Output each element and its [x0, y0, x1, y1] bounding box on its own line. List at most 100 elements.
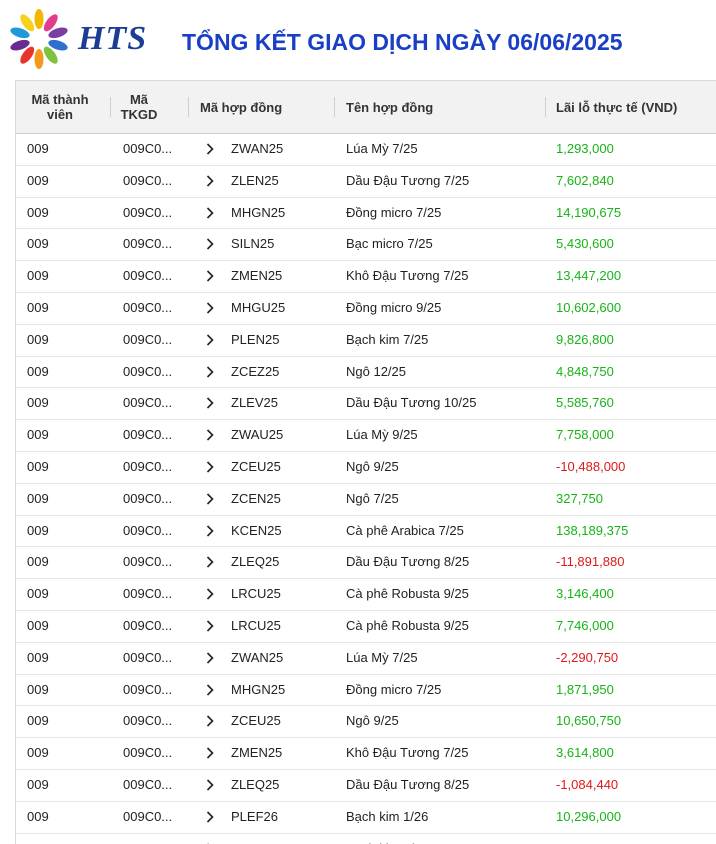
contract-code: ZLEN25	[231, 172, 279, 188]
column-header-contract-name[interactable]: Tên hợp đồng	[346, 99, 434, 115]
column-header-account[interactable]: Mã TKGD	[112, 81, 166, 133]
chevron-right-icon[interactable]	[204, 357, 216, 387]
page-title: TỔNG KẾT GIAO DỊCH NGÀY 06/06/2025	[182, 29, 623, 55]
table-row[interactable]: 009 009C0... KCEN25 Cà phê Arabica 7/25 138,…	[16, 516, 716, 548]
chevron-right-icon[interactable]	[204, 643, 216, 673]
account-code: 009C0...	[123, 395, 173, 411]
chevron-right-icon[interactable]	[204, 134, 216, 164]
member-code: 009	[27, 331, 49, 347]
contract-name: Dầu Đậu Tương 7/25	[346, 172, 470, 188]
contract-name: Ngô 12/25	[346, 363, 406, 379]
pnl-value: 7,758,000	[556, 427, 614, 443]
column-header-member-line2: viên	[46, 107, 73, 122]
table-row[interactable]: 009 009C0... ZWAN25 Lúa Mỳ 7/25 1,293,000	[16, 134, 716, 166]
column-header-account-line2: TKGD	[120, 107, 158, 122]
column-header-pnl[interactable]: Lãi lỗ thực tế (VND)	[556, 99, 678, 115]
chevron-right-icon[interactable]	[204, 261, 216, 291]
pnl-value: 138,189,375	[556, 522, 629, 538]
chevron-right-icon[interactable]	[204, 166, 216, 196]
column-header-member[interactable]: Mã thành viên	[22, 81, 98, 133]
table-row[interactable]: 009 009C0... ZWAU25 Lúa Mỳ 9/25 7,758,000	[16, 420, 716, 452]
chevron-right-icon[interactable]	[204, 834, 216, 844]
chevron-right-icon[interactable]	[204, 516, 216, 546]
chevron-right-icon[interactable]	[204, 770, 216, 800]
table-row[interactable]: 009 009C0... PLEN25 Bạch kim 7/25 9,826,800	[16, 325, 716, 357]
chevron-right-icon[interactable]	[204, 802, 216, 832]
account-code: 009C0...	[123, 268, 173, 284]
contract-name: Ngô 7/25	[346, 490, 399, 506]
column-separator	[334, 97, 335, 117]
column-separator	[188, 97, 189, 117]
chevron-right-icon[interactable]	[204, 293, 216, 323]
page-header: HTS TỔNG KẾT GIAO DỊCH NGÀY 06/06/2025	[0, 0, 716, 80]
column-separator	[110, 97, 111, 117]
table-row[interactable]: 009 009C0... ZMEN25 Khô Đậu Tương 7/25 3,614…	[16, 738, 716, 770]
account-code: 009C0...	[123, 649, 173, 665]
chevron-right-icon[interactable]	[204, 229, 216, 259]
chevron-right-icon[interactable]	[204, 611, 216, 641]
column-separator	[545, 97, 546, 117]
chevron-right-icon[interactable]	[204, 388, 216, 418]
table-row[interactable]: 009 009C0... ZMEN25 Khô Đậu Tương 7/25 13,44…	[16, 261, 716, 293]
contract-code: ZWAN25	[231, 141, 284, 156]
table-row[interactable]: 009 009C0... LRCU25 Cà phê Robusta 9/25 7,74…	[16, 611, 716, 643]
account-code: 009C0...	[123, 713, 173, 729]
contract-code: PLEJ26	[231, 834, 277, 844]
chevron-right-icon[interactable]	[204, 738, 216, 768]
chevron-right-icon[interactable]	[204, 325, 216, 355]
table-row[interactable]: 009 009C0... MHGN25 Đồng micro 7/25 1,871,95…	[16, 675, 716, 707]
table-row[interactable]: 009 009C0... ZCEN25 Ngô 7/25 327,750	[16, 484, 716, 516]
pnl-value: 1,293,000	[556, 141, 614, 156]
pnl-value: 10,602,600	[556, 299, 622, 315]
account-code: 009C0...	[123, 617, 173, 633]
member-code: 009	[27, 395, 49, 411]
account-code: 009C0...	[123, 172, 173, 188]
member-code: 009	[27, 458, 49, 474]
contract-name: Bạch kim 7/25	[346, 331, 429, 347]
pnl-value: 9,826,800	[556, 331, 614, 347]
column-header-contract-code[interactable]: Mã hợp đồng	[200, 99, 283, 115]
table-row[interactable]: 009 009C0... PLEF26 Bạch kim 1/26 10,296,000	[16, 802, 716, 834]
contract-code: MHGN25	[231, 204, 286, 220]
account-code: 009C0...	[123, 681, 173, 697]
chevron-right-icon[interactable]	[204, 675, 216, 705]
table-row[interactable]: 009 009C0... ZCEU25 Ngô 9/25 -10,488,000	[16, 452, 716, 484]
table-row[interactable]: 009 009C0... ZWAN25 Lúa Mỳ 7/25 -2,290,750	[16, 643, 716, 675]
pnl-value: 5,430,600	[556, 236, 614, 252]
table-row[interactable]: 009 009C0... PLEJ26 Bạch kim 4/26 5,405,400	[16, 834, 716, 844]
member-code: 009	[27, 268, 49, 284]
member-code: 009	[27, 299, 49, 315]
table-row[interactable]: 009 009C0... LRCU25 Cà phê Robusta 9/25 3,14…	[16, 579, 716, 611]
table-row[interactable]: 009 009C0... ZLEQ25 Dầu Đậu Tương 8/25 -11,8…	[16, 547, 716, 580]
table-row[interactable]: 009 009C0... ZLEQ25 Dầu Đậu Tương 8/25 -1,08…	[16, 770, 716, 802]
column-header-account-line1: Mã	[129, 92, 149, 107]
chevron-right-icon[interactable]	[204, 198, 216, 228]
table-row[interactable]: 009 009C0... ZCEZ25 Ngô 12/25 4,848,750	[16, 357, 716, 389]
table-row[interactable]: 009 009C0... MHGU25 Đồng micro 9/25 10,602,6…	[16, 293, 716, 325]
account-code: 009C0...	[123, 554, 173, 570]
contract-name: Cà phê Robusta 9/25	[346, 617, 469, 633]
table-row[interactable]: 009 009C0... ZCEU25 Ngô 9/25 10,650,750	[16, 706, 716, 739]
chevron-right-icon[interactable]	[204, 484, 216, 514]
member-code: 009	[27, 808, 49, 824]
contract-name: Ngô 9/25	[346, 458, 399, 474]
chevron-right-icon[interactable]	[204, 579, 216, 609]
contract-code: ZMEN25	[231, 745, 283, 761]
pnl-value: 327,750	[556, 490, 603, 506]
chevron-right-icon[interactable]	[204, 706, 216, 736]
pnl-value: -10,488,000	[556, 458, 626, 474]
chevron-right-icon[interactable]	[204, 420, 216, 450]
chevron-right-icon[interactable]	[204, 452, 216, 482]
table-row[interactable]: 009 009C0... SILN25 Bạc micro 7/25 5,430,600	[16, 229, 716, 262]
contract-code: LRCU25	[231, 586, 281, 602]
table-row[interactable]: 009 009C0... ZLEV25 Dầu Đậu Tương 10/25 5,58…	[16, 388, 716, 421]
contract-code: LRCU25	[231, 617, 281, 633]
contract-name: Khô Đậu Tương 7/25	[346, 268, 469, 284]
table-row[interactable]: 009 009C0... ZLEN25 Dầu Đậu Tương 7/25 7,602…	[16, 166, 716, 198]
member-code: 009	[27, 776, 49, 792]
chevron-right-icon[interactable]	[204, 547, 216, 577]
table-row[interactable]: 009 009C0... MHGN25 Đồng micro 7/25 14,190,6…	[16, 198, 716, 230]
member-code: 009	[27, 586, 49, 602]
contract-name: Lúa Mỳ 7/25	[346, 649, 418, 665]
contract-code: ZMEN25	[231, 268, 283, 284]
